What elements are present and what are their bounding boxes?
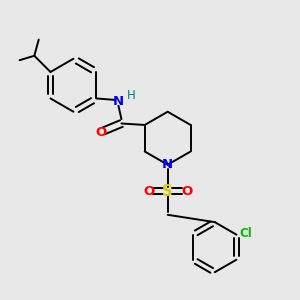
Text: N: N: [162, 158, 173, 171]
Text: S: S: [162, 184, 173, 199]
Text: O: O: [95, 126, 106, 139]
Text: O: O: [143, 185, 154, 198]
Text: Cl: Cl: [239, 227, 252, 240]
Text: O: O: [181, 185, 192, 198]
Text: N: N: [113, 95, 124, 108]
Text: H: H: [128, 89, 136, 102]
